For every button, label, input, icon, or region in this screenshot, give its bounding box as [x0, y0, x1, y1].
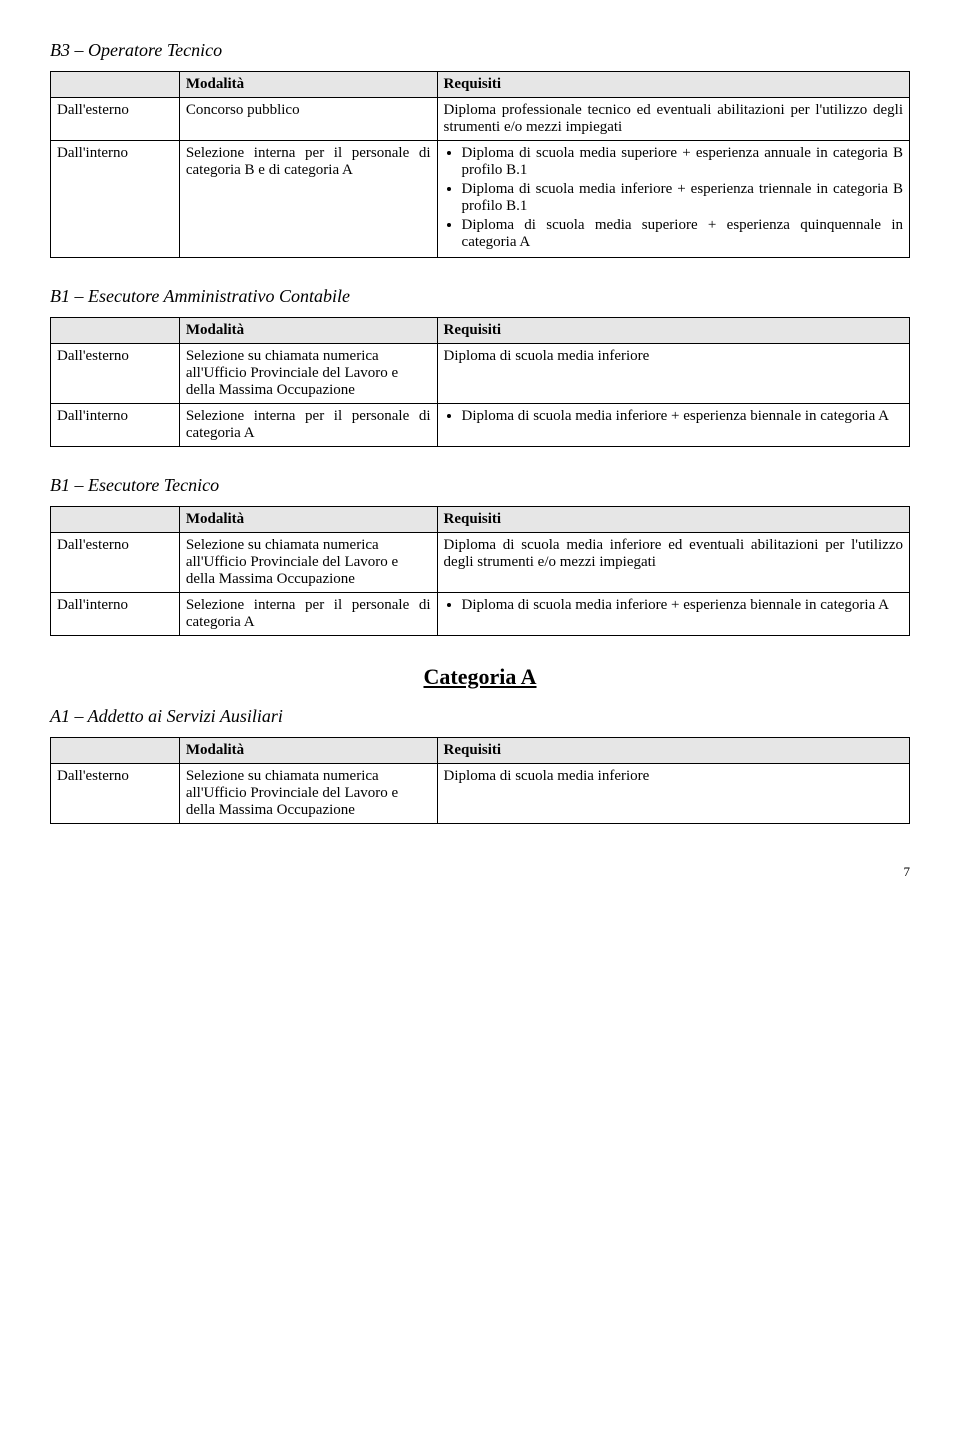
cell-source: Dall'interno [51, 593, 180, 636]
cell-requisiti: Diploma di scuola media inferiore + espe… [437, 404, 909, 447]
cell-source: Dall'esterno [51, 98, 180, 141]
title-prefix: B1 – [50, 475, 88, 495]
header-requisiti: Requisiti [437, 507, 909, 533]
header-requisiti: Requisiti [437, 72, 909, 98]
requisiti-list: Diploma di scuola media inferiore + espe… [444, 408, 903, 425]
header-modalita: Modalità [179, 318, 437, 344]
cell-source: Dall'interno [51, 141, 180, 258]
table-b1t: Modalità Requisiti Dall'esterno Selezion… [50, 506, 910, 636]
cell-requisiti: Diploma di scuola media superiore + espe… [437, 141, 909, 258]
cell-requisiti: Diploma di scuola media inferiore [437, 344, 909, 404]
table-row: Dall'esterno Selezione su chiamata numer… [51, 764, 910, 824]
title-prefix: B3 – [50, 40, 88, 60]
header-requisiti: Requisiti [437, 318, 909, 344]
title-prefix: A1 – [50, 706, 88, 726]
table-row: Dall'interno Selezione interna per il pe… [51, 141, 910, 258]
cell-requisiti: Diploma di scuola media inferiore ed eve… [437, 533, 909, 593]
list-item: Diploma di scuola media inferiore + espe… [462, 408, 903, 425]
table-row: Dall'esterno Concorso pubblico Diploma p… [51, 98, 910, 141]
title-text: Addetto ai Servizi Ausiliari [88, 706, 283, 726]
header-blank [51, 738, 180, 764]
header-requisiti: Requisiti [437, 738, 909, 764]
requisiti-list: Diploma di scuola media inferiore + espe… [444, 597, 903, 614]
header-modalita: Modalità [179, 738, 437, 764]
table-b3: Modalità Requisiti Dall'esterno Concorso… [50, 71, 910, 258]
list-item: Diploma di scuola media inferiore + espe… [462, 597, 903, 614]
cell-modalita: Selezione su chiamata numerica all'Uffic… [179, 764, 437, 824]
page-number: 7 [50, 864, 910, 880]
table-a1: Modalità Requisiti Dall'esterno Selezion… [50, 737, 910, 824]
requisiti-list: Diploma di scuola media superiore + espe… [444, 145, 903, 251]
title-text: Operatore Tecnico [88, 40, 222, 60]
table-row: Dall'interno Selezione interna per il pe… [51, 404, 910, 447]
cell-modalita: Selezione su chiamata numerica all'Uffic… [179, 344, 437, 404]
cell-requisiti: Diploma di scuola media inferiore + espe… [437, 593, 909, 636]
cell-source: Dall'esterno [51, 533, 180, 593]
table-header-row: Modalità Requisiti [51, 507, 910, 533]
cell-requisiti: Diploma di scuola media inferiore [437, 764, 909, 824]
cell-requisiti: Diploma professionale tecnico ed eventua… [437, 98, 909, 141]
list-item: Diploma di scuola media superiore + espe… [462, 145, 903, 179]
table-header-row: Modalità Requisiti [51, 318, 910, 344]
cell-modalita: Selezione interna per il personale di ca… [179, 141, 437, 258]
header-modalita: Modalità [179, 72, 437, 98]
list-item: Diploma di scuola media superiore + espe… [462, 217, 903, 251]
cell-modalita: Concorso pubblico [179, 98, 437, 141]
title-text: Esecutore Amministrativo Contabile [88, 286, 350, 306]
table-row: Dall'esterno Selezione su chiamata numer… [51, 533, 910, 593]
cell-source: Dall'esterno [51, 344, 180, 404]
category-heading: Categoria A [50, 664, 910, 690]
header-blank [51, 507, 180, 533]
table-row: Dall'interno Selezione interna per il pe… [51, 593, 910, 636]
header-blank [51, 72, 180, 98]
section-title-b1a: B1 – Esecutore Amministrativo Contabile [50, 286, 910, 307]
list-item: Diploma di scuola media inferiore + espe… [462, 181, 903, 215]
cell-modalita: Selezione interna per il personale di ca… [179, 593, 437, 636]
table-row: Dall'esterno Selezione su chiamata numer… [51, 344, 910, 404]
section-title-b3: B3 – Operatore Tecnico [50, 40, 910, 61]
title-prefix: B1 – [50, 286, 88, 306]
cell-source: Dall'interno [51, 404, 180, 447]
cell-modalita: Selezione interna per il personale di ca… [179, 404, 437, 447]
header-blank [51, 318, 180, 344]
title-text: Esecutore Tecnico [88, 475, 219, 495]
table-header-row: Modalità Requisiti [51, 738, 910, 764]
cell-modalita: Selezione su chiamata numerica all'Uffic… [179, 533, 437, 593]
table-b1a: Modalità Requisiti Dall'esterno Selezion… [50, 317, 910, 447]
section-title-a1: A1 – Addetto ai Servizi Ausiliari [50, 706, 910, 727]
header-modalita: Modalità [179, 507, 437, 533]
section-title-b1t: B1 – Esecutore Tecnico [50, 475, 910, 496]
cell-source: Dall'esterno [51, 764, 180, 824]
table-header-row: Modalità Requisiti [51, 72, 910, 98]
